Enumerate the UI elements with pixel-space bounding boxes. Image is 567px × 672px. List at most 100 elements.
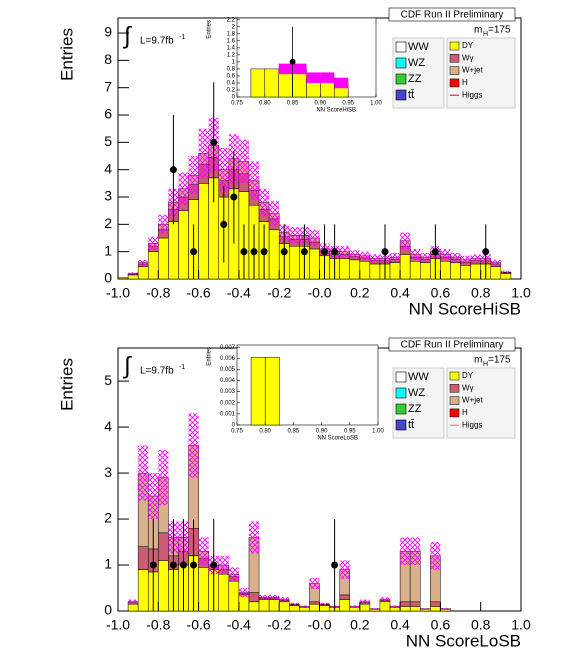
uncertainty-band — [259, 595, 269, 600]
histogram-bar — [249, 593, 259, 602]
data-point — [261, 248, 268, 255]
uncertainty-band — [440, 608, 450, 609]
uncertainty-band — [380, 597, 390, 602]
legend-label: W+jet — [462, 396, 483, 405]
inset-y-tick-label: 2.2 — [227, 17, 236, 23]
inset-y-tick-label: 0.2 — [227, 88, 236, 94]
inset-bar — [265, 69, 279, 97]
x-tick-label: -0.6 — [187, 285, 211, 301]
data-point — [230, 194, 237, 201]
uncertainty-band — [128, 600, 138, 605]
uncertainty-band — [471, 254, 481, 262]
histogram-bar — [370, 264, 380, 279]
data-point — [321, 248, 328, 255]
inset-x-tick-label: 0.85 — [288, 429, 300, 435]
x-tick-label: -0.8 — [146, 617, 170, 633]
uncertainty-band — [158, 215, 168, 234]
x-tick-label: -0.0 — [307, 285, 331, 301]
cdf-label: CDF Run II Preliminary — [401, 340, 504, 351]
inset-x-tick-label: 0.90 — [315, 101, 327, 107]
x-tick-label: 0.6 — [431, 285, 451, 301]
uncertainty-band — [420, 608, 430, 609]
uncertainty-band — [249, 161, 259, 199]
uncertainty-band — [420, 253, 430, 261]
x-tick-label: 0.6 — [431, 617, 451, 633]
inset-y-tick-label: 0.006 — [220, 356, 236, 362]
inset-x-tick-label: 1.00 — [370, 101, 382, 107]
y-tick-label: 2 — [104, 215, 112, 231]
uncertainty-band — [340, 560, 350, 578]
uncertainty-band — [269, 595, 279, 600]
data-point — [281, 248, 288, 255]
legend-swatch — [450, 79, 459, 87]
histogram-bar — [128, 275, 138, 279]
legend-swatch — [396, 388, 406, 398]
uncertainty-band — [440, 249, 450, 260]
x-tick-label: -1.0 — [106, 285, 130, 301]
histogram-bar — [400, 602, 410, 607]
inset-x-tick-label: 0.75 — [231, 101, 243, 107]
legend-swatch — [396, 404, 406, 414]
histogram-bar — [199, 567, 209, 611]
mass-label: m — [474, 355, 482, 366]
histogram-bar — [158, 238, 168, 279]
histogram-bar — [400, 254, 410, 279]
histogram-bar — [410, 261, 420, 279]
histogram-bar — [279, 602, 289, 611]
inset-y-tick-label: 0.001 — [220, 411, 236, 417]
histogram-bar — [430, 606, 440, 611]
uncertainty-band — [299, 605, 309, 607]
data-point — [190, 248, 197, 255]
x-axis-label: NN ScoreHiSB — [409, 299, 521, 318]
data-point — [150, 562, 157, 569]
inset-y-label: Entries — [207, 347, 213, 366]
histogram-bar — [360, 604, 370, 611]
histogram-bar — [370, 609, 380, 611]
inset-x-tick-label: 0.90 — [316, 429, 328, 435]
histogram-bar — [350, 607, 360, 611]
legend-label: H — [462, 408, 468, 417]
legend-label: Higgs — [462, 420, 482, 429]
histogram-bar — [360, 261, 370, 279]
histogram-bar — [420, 609, 430, 611]
uncertainty-band — [138, 260, 148, 265]
histogram-bar — [340, 595, 350, 600]
histogram-bar — [299, 607, 309, 611]
inset-y-tick-label: 1.8 — [227, 31, 236, 37]
histogram-bar — [340, 600, 350, 611]
uncertainty-band — [138, 445, 148, 500]
histogram-bar — [138, 547, 148, 570]
x-axis-label: NN ScoreLoSB — [406, 631, 521, 650]
inset-band — [320, 72, 334, 83]
inset-x-label: NN ScoreLoSB — [317, 436, 358, 442]
histogram-bar — [219, 574, 229, 611]
inset-x-tick-label: 0.85 — [287, 101, 299, 107]
uncertainty-band — [199, 129, 209, 178]
histogram-bar — [199, 183, 209, 279]
data-point — [251, 248, 258, 255]
histogram-bar — [390, 263, 400, 279]
legend-label: W+jet — [462, 66, 483, 75]
uncertainty-band — [289, 227, 299, 243]
legend-swatch — [450, 397, 459, 405]
inset-band — [334, 78, 348, 89]
x-tick-label: 0.8 — [471, 617, 491, 633]
uncertainty-band — [309, 578, 319, 589]
y-tick-label: 5 — [104, 372, 112, 388]
x-tick-label: 0.2 — [350, 617, 370, 633]
legend-label: WW — [408, 371, 429, 383]
mass-value: =175 — [488, 25, 511, 36]
y-tick-label: 2 — [104, 510, 112, 526]
x-tick-label: -0.6 — [187, 617, 211, 633]
histogram-bar — [410, 602, 420, 607]
cdf-label: CDF Run II Preliminary — [401, 10, 504, 21]
y-tick-label: 3 — [104, 464, 112, 480]
histogram-bar — [158, 533, 168, 561]
histogram-bar — [400, 606, 410, 611]
inset-x-tick-label: 0.80 — [259, 101, 271, 107]
legend-swatch — [396, 420, 406, 430]
histogram-bar — [168, 222, 178, 279]
x-tick-label: 1.0 — [511, 617, 531, 633]
histogram-bar — [340, 259, 350, 279]
x-tick-label: 0.8 — [471, 285, 491, 301]
